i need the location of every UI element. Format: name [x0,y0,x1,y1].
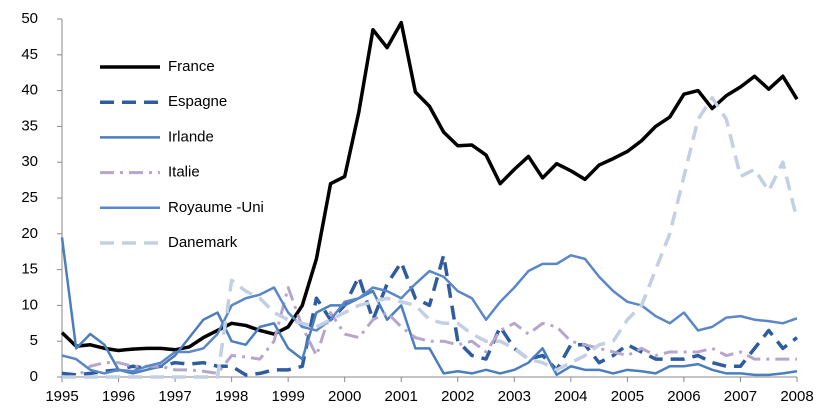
y-tick-label: 50 [21,10,38,27]
series-line [62,286,797,379]
legend-label: Espagne [168,93,227,110]
legend-label: Italie [168,164,200,181]
x-tick-label: 2004 [554,388,587,405]
legend-label: Irlande [168,128,214,145]
y-tick-label: 15 [21,261,38,278]
series-line [60,20,799,353]
series-line [61,254,798,375]
y-tick-label: 10 [21,296,38,313]
legend-label: France [168,58,215,75]
y-tick-label: 35 [21,117,38,134]
x-tick-label: 2007 [724,388,757,405]
y-tick-label: 25 [21,189,38,206]
x-tick-label: 1996 [102,388,135,405]
y-tick-label: 20 [21,225,38,242]
y-tick-label: 5 [30,332,38,349]
x-tick-label: 2005 [611,388,644,405]
series-line [60,237,798,377]
x-tick-label: 1997 [158,388,191,405]
legend-label: Royaume -Uni [168,199,264,216]
x-tick-label: 1998 [215,388,248,405]
x-tick-label: 2000 [328,388,361,405]
x-tick-label: 2003 [498,388,531,405]
x-tick-label: 2008 [780,388,813,405]
y-tick-label: 40 [21,82,38,99]
y-tick-label: 0 [30,368,38,385]
legend-label: Danemark [168,234,238,251]
x-tick-label: 2002 [441,388,474,405]
series-line [62,96,799,379]
y-tick-label: 30 [21,153,38,170]
y-tick-label: 45 [21,46,38,63]
x-tick-label: 1995 [45,388,78,405]
x-tick-label: 1999 [271,388,304,405]
series-line [61,253,799,377]
x-tick-label: 2006 [667,388,700,405]
x-tick-label: 2001 [385,388,418,405]
